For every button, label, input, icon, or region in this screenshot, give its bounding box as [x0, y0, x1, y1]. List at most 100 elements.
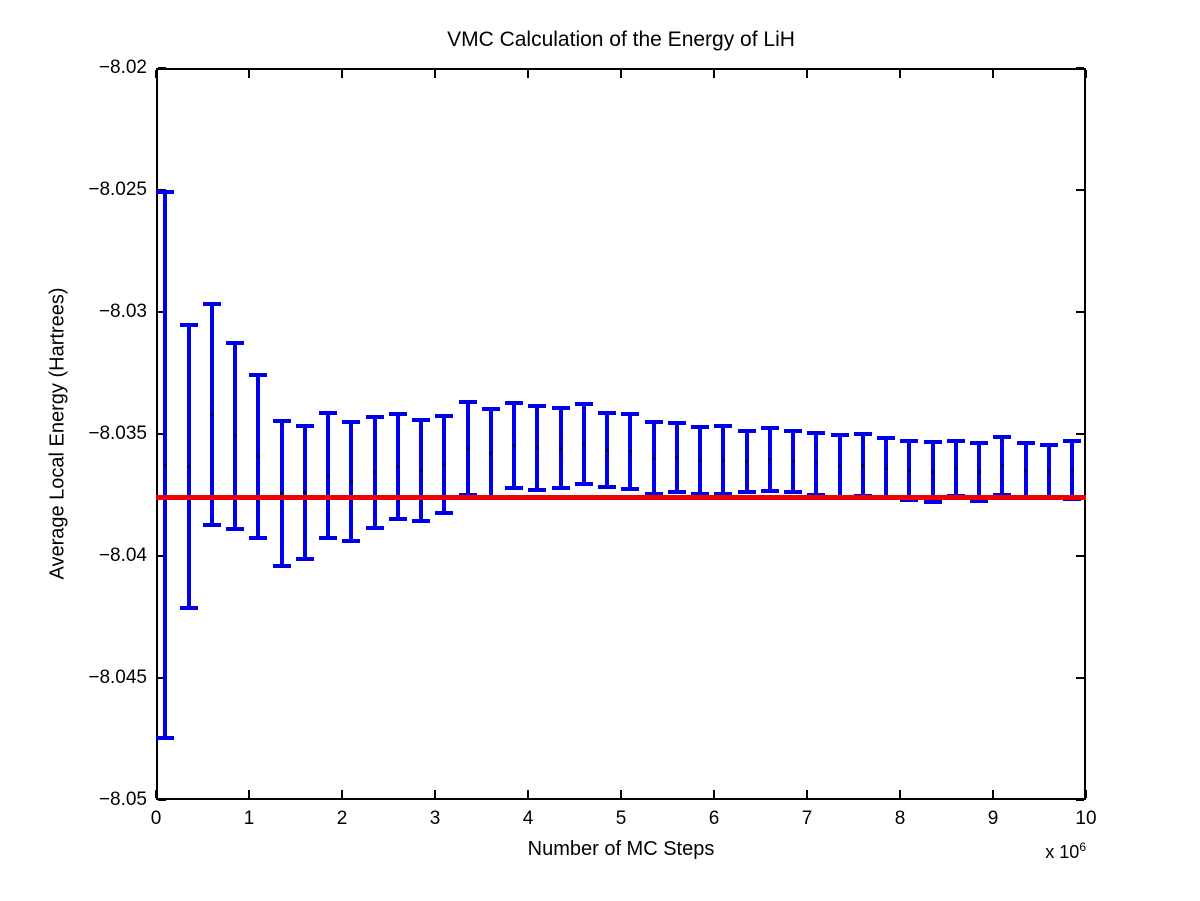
error-bar-top-cap — [249, 372, 268, 377]
error-bar-bottom-cap — [574, 482, 593, 487]
data-point-marker — [489, 452, 493, 456]
error-bar-bottom-cap — [319, 536, 338, 541]
error-bar-bottom-cap — [737, 490, 756, 495]
x-tick-mark-top — [713, 70, 715, 78]
y-tick-mark-right — [1076, 67, 1084, 69]
error-bar-top-cap — [319, 410, 338, 415]
data-point-marker — [535, 446, 539, 450]
y-tick-mark-right — [1076, 555, 1084, 557]
error-bar-top-cap — [737, 429, 756, 434]
error-bar-bottom-cap — [621, 487, 640, 492]
error-bar-top-cap — [574, 401, 593, 406]
data-point-marker — [442, 463, 446, 466]
x-tick-label: 2 — [336, 808, 348, 829]
data-point-marker — [256, 455, 260, 459]
data-point-marker — [396, 465, 400, 469]
error-bar-bottom-cap — [528, 487, 547, 492]
y-tick-label: −8.025 — [88, 179, 147, 200]
plot-area — [156, 68, 1086, 800]
x-tick-mark-top — [434, 70, 436, 78]
y-tick-label: −8.03 — [98, 301, 147, 322]
error-bar-bottom-cap — [295, 556, 314, 561]
y-tick-mark-right — [1076, 311, 1084, 313]
error-bar-bottom-cap — [412, 519, 431, 524]
data-point-marker — [163, 463, 167, 467]
y-tick-mark — [158, 799, 166, 801]
x-tick-mark-top — [899, 70, 901, 78]
error-bar-top-cap — [830, 432, 849, 437]
y-tick-label: −8.02 — [98, 57, 147, 78]
error-bar-bottom-cap — [249, 536, 268, 541]
data-point-marker — [814, 462, 818, 466]
error-bar-top-cap — [760, 425, 779, 430]
x-tick-mark-top — [527, 70, 529, 78]
error-bar-top-cap — [388, 411, 407, 416]
error-bar-top-cap — [435, 413, 454, 418]
y-tick-mark-right — [1076, 799, 1084, 801]
data-point-marker — [721, 458, 725, 462]
x-tick-mark — [1085, 790, 1087, 798]
x-axis-multiplier-base: x 10 — [1045, 842, 1080, 862]
data-point-marker — [1024, 468, 1028, 472]
error-bar-bottom-cap — [923, 500, 942, 505]
y-tick-label: −8.04 — [98, 545, 147, 566]
x-tick-mark-top — [341, 70, 343, 78]
x-tick-label: 9 — [987, 808, 999, 829]
y-tick-label: −8.045 — [88, 667, 147, 688]
x-tick-mark-top — [155, 70, 157, 78]
error-bar-top-cap — [946, 439, 965, 444]
x-tick-label: 7 — [801, 808, 813, 829]
chart-title: VMC Calculation of the Energy of LiH — [447, 28, 795, 51]
data-point-marker — [233, 434, 237, 438]
x-tick-label: 3 — [429, 808, 441, 829]
x-tick-mark — [992, 790, 994, 798]
error-bar-top-cap — [807, 431, 826, 436]
error-bar-bottom-cap — [993, 492, 1012, 497]
data-point-marker — [1070, 468, 1074, 472]
error-bar-bottom-cap — [179, 606, 198, 611]
error-bar-bottom-cap — [551, 486, 570, 491]
data-point-marker — [582, 442, 586, 446]
error-bar-top-cap — [644, 420, 663, 425]
error-bar-bottom-cap — [807, 492, 826, 497]
data-point-marker — [791, 460, 795, 464]
x-tick-mark — [341, 790, 343, 798]
y-tick-mark — [158, 555, 166, 557]
error-bar-top-cap — [295, 423, 314, 428]
error-bar-bottom-cap — [202, 523, 221, 528]
y-tick-label: −8.05 — [98, 789, 147, 810]
y-tick-mark — [158, 189, 166, 191]
data-point-marker — [1000, 464, 1004, 468]
x-tick-mark-top — [992, 70, 994, 78]
y-tick-mark-right — [1076, 433, 1084, 435]
data-point-marker — [861, 463, 865, 467]
error-bar-bottom-cap — [900, 498, 919, 503]
data-point-marker — [466, 447, 470, 451]
data-point-marker — [884, 466, 888, 470]
data-point-marker — [326, 473, 330, 477]
data-point-marker — [698, 459, 702, 463]
data-point-marker — [931, 470, 935, 474]
data-point-marker — [559, 446, 563, 450]
error-bar-top-cap — [528, 403, 547, 408]
error-bar-top-cap — [853, 432, 872, 436]
error-bar-bottom-cap — [667, 490, 686, 495]
x-tick-mark — [434, 790, 436, 798]
error-bar-top-cap — [342, 419, 361, 424]
x-tick-label: 0 — [150, 808, 162, 829]
y-tick-mark — [158, 433, 166, 435]
error-bar-top-cap — [900, 439, 919, 444]
data-point-marker — [1047, 470, 1051, 474]
y-tick-mark — [158, 67, 166, 69]
y-tick-mark — [158, 677, 166, 679]
data-point-marker — [419, 469, 423, 473]
data-point-marker — [907, 469, 911, 473]
error-bar-top-cap — [714, 423, 733, 428]
error-bar-bottom-cap — [970, 499, 989, 504]
error-bar-top-cap — [1039, 442, 1058, 447]
x-tick-mark — [527, 790, 529, 798]
x-tick-mark-top — [620, 70, 622, 78]
error-bar-bottom-cap — [691, 492, 710, 497]
data-point-marker — [652, 456, 656, 460]
